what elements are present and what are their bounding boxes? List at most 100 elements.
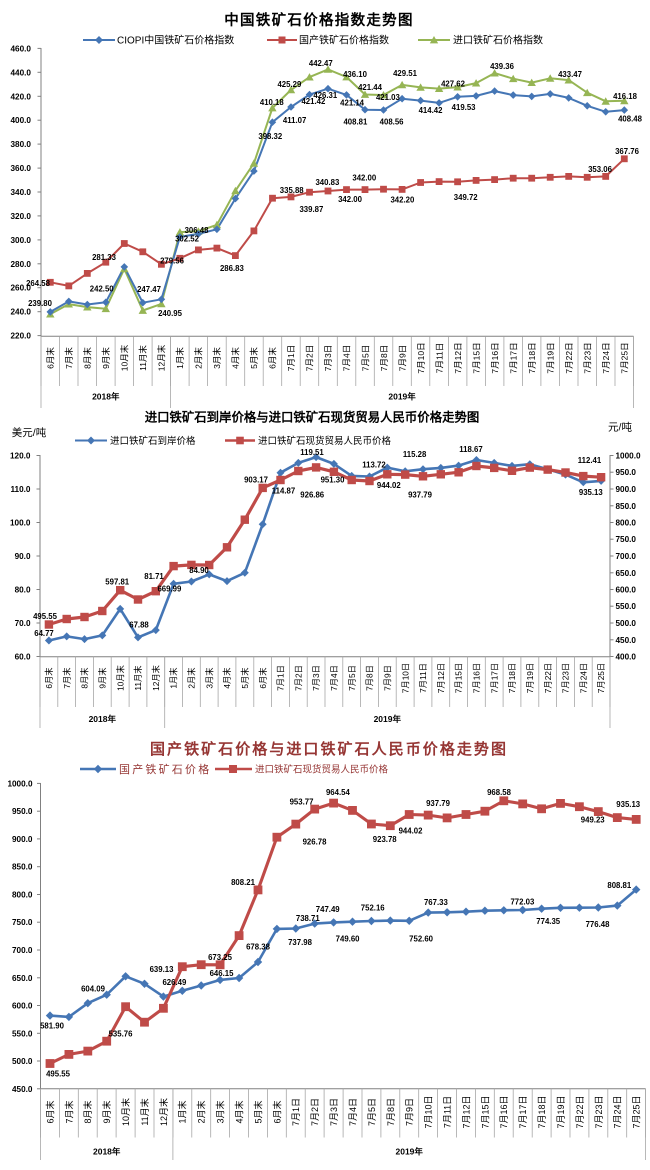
svg-text:398.32: 398.32: [258, 132, 283, 141]
svg-text:8月末: 8月末: [83, 347, 93, 369]
svg-text:6月末: 6月末: [44, 667, 54, 689]
svg-text:7月12日: 7月12日: [436, 663, 446, 693]
svg-text:247.47: 247.47: [137, 285, 161, 294]
svg-text:410.18: 410.18: [260, 98, 285, 107]
svg-text:678.38: 678.38: [246, 942, 271, 951]
svg-text:949.23: 949.23: [581, 815, 606, 824]
svg-text:7月10日: 7月10日: [400, 663, 410, 693]
svg-text:7月18日: 7月18日: [527, 342, 537, 373]
svg-text:639.13: 639.13: [150, 965, 175, 974]
svg-text:7月2日: 7月2日: [310, 1098, 320, 1126]
svg-text:7月8日: 7月8日: [379, 345, 389, 371]
svg-text:2019年: 2019年: [395, 1147, 423, 1157]
svg-text:9月末: 9月末: [101, 1100, 112, 1123]
svg-text:113.72: 113.72: [362, 460, 386, 469]
svg-text:7月23日: 7月23日: [583, 342, 593, 373]
svg-text:752.60: 752.60: [409, 935, 434, 944]
svg-text:926.78: 926.78: [303, 837, 328, 846]
svg-text:7月18日: 7月18日: [537, 1095, 547, 1128]
svg-text:495.55: 495.55: [33, 612, 58, 621]
svg-text:中国铁矿石价格指数走势图: 中国铁矿石价格指数走势图: [224, 11, 414, 29]
svg-text:7月4日: 7月4日: [342, 345, 352, 371]
svg-text:7月15日: 7月15日: [454, 663, 464, 693]
svg-text:600.0: 600.0: [616, 586, 637, 595]
svg-text:7月4日: 7月4日: [329, 665, 339, 691]
svg-text:408.81: 408.81: [343, 117, 368, 126]
svg-text:650.0: 650.0: [12, 974, 33, 983]
svg-text:281.33: 281.33: [92, 253, 117, 262]
svg-text:2月末: 2月末: [187, 667, 197, 689]
svg-text:367.76: 367.76: [615, 147, 640, 156]
svg-text:425.29: 425.29: [277, 80, 302, 89]
svg-text:495.55: 495.55: [46, 1069, 71, 1078]
svg-text:4月末: 4月末: [231, 347, 241, 369]
svg-text:67.88: 67.88: [129, 620, 149, 629]
svg-text:84.90: 84.90: [189, 566, 209, 575]
svg-text:进口铁矿石到岸价格与进口铁矿石现货贸易人民币价格走势图: 进口铁矿石到岸价格与进口铁矿石现货贸易人民币价格走势图: [145, 410, 480, 425]
svg-text:81.71: 81.71: [144, 572, 164, 581]
svg-text:604.09: 604.09: [81, 984, 106, 993]
svg-text:7月17日: 7月17日: [518, 1095, 528, 1128]
svg-text:427.62: 427.62: [441, 79, 466, 88]
svg-text:3月末: 3月末: [204, 667, 214, 689]
svg-text:90.0: 90.0: [15, 552, 31, 561]
svg-text:3月末: 3月末: [212, 347, 222, 369]
svg-text:7月18日: 7月18日: [507, 663, 517, 693]
svg-text:2019年: 2019年: [388, 392, 416, 402]
svg-text:752.16: 752.16: [361, 903, 386, 912]
svg-text:1月末: 1月末: [177, 1100, 188, 1123]
svg-text:747.49: 747.49: [316, 905, 341, 914]
svg-text:64.77: 64.77: [34, 629, 54, 638]
svg-text:646.15: 646.15: [210, 969, 235, 978]
svg-text:500.0: 500.0: [616, 619, 637, 628]
svg-text:7月22日: 7月22日: [543, 663, 553, 693]
svg-text:240.95: 240.95: [158, 309, 183, 318]
svg-text:342.00: 342.00: [352, 174, 377, 183]
svg-text:302.52: 302.52: [175, 235, 200, 244]
svg-text:750.0: 750.0: [616, 535, 637, 544]
svg-text:808.21: 808.21: [231, 878, 256, 887]
svg-text:7月10日: 7月10日: [416, 342, 426, 373]
svg-text:7月25日: 7月25日: [632, 1095, 642, 1128]
svg-text:11月末: 11月末: [138, 345, 148, 371]
svg-text:7月10日: 7月10日: [424, 1095, 434, 1128]
svg-text:411.07: 411.07: [283, 116, 306, 125]
svg-text:7月16日: 7月16日: [472, 663, 482, 693]
svg-text:408.48: 408.48: [618, 114, 643, 123]
svg-text:340.0: 340.0: [11, 188, 32, 197]
svg-text:进口铁矿石现货贸易人民币价格: 进口铁矿石现货贸易人民币价格: [255, 764, 389, 776]
svg-text:7月12日: 7月12日: [461, 1095, 471, 1128]
svg-text:421.03: 421.03: [376, 93, 401, 102]
svg-text:美元/吨: 美元/吨: [12, 426, 47, 439]
svg-text:10月末: 10月末: [115, 664, 125, 691]
svg-text:903.17: 903.17: [244, 476, 268, 485]
svg-text:260.0: 260.0: [11, 284, 32, 293]
svg-text:339.87: 339.87: [299, 205, 323, 214]
svg-text:7月1日: 7月1日: [276, 665, 286, 691]
svg-text:597.81: 597.81: [105, 577, 130, 586]
svg-text:280.0: 280.0: [11, 260, 32, 269]
svg-text:950.0: 950.0: [12, 807, 33, 816]
svg-text:110.0: 110.0: [10, 485, 30, 494]
svg-text:7月19日: 7月19日: [556, 1095, 566, 1128]
svg-text:944.02: 944.02: [377, 481, 402, 490]
svg-text:421.42: 421.42: [301, 97, 326, 106]
svg-text:800.0: 800.0: [616, 519, 637, 528]
svg-text:2月末: 2月末: [194, 347, 204, 369]
svg-text:239.80: 239.80: [28, 299, 53, 308]
svg-text:738.71: 738.71: [296, 914, 321, 923]
svg-text:1月末: 1月末: [169, 667, 179, 689]
svg-text:900.0: 900.0: [616, 485, 637, 494]
svg-text:673.25: 673.25: [208, 953, 233, 962]
svg-text:335.88: 335.88: [280, 186, 305, 195]
svg-text:400.0: 400.0: [11, 116, 32, 125]
svg-text:4月末: 4月末: [234, 1100, 245, 1123]
svg-text:11月末: 11月末: [139, 1098, 150, 1125]
svg-text:7月24日: 7月24日: [613, 1095, 623, 1128]
svg-text:850.0: 850.0: [12, 863, 33, 872]
svg-text:7月25日: 7月25日: [596, 663, 606, 693]
svg-text:342.00: 342.00: [338, 195, 363, 204]
svg-text:7月9日: 7月9日: [397, 345, 407, 371]
svg-text:7月16日: 7月16日: [490, 342, 500, 373]
svg-text:7月末: 7月末: [63, 1100, 74, 1123]
